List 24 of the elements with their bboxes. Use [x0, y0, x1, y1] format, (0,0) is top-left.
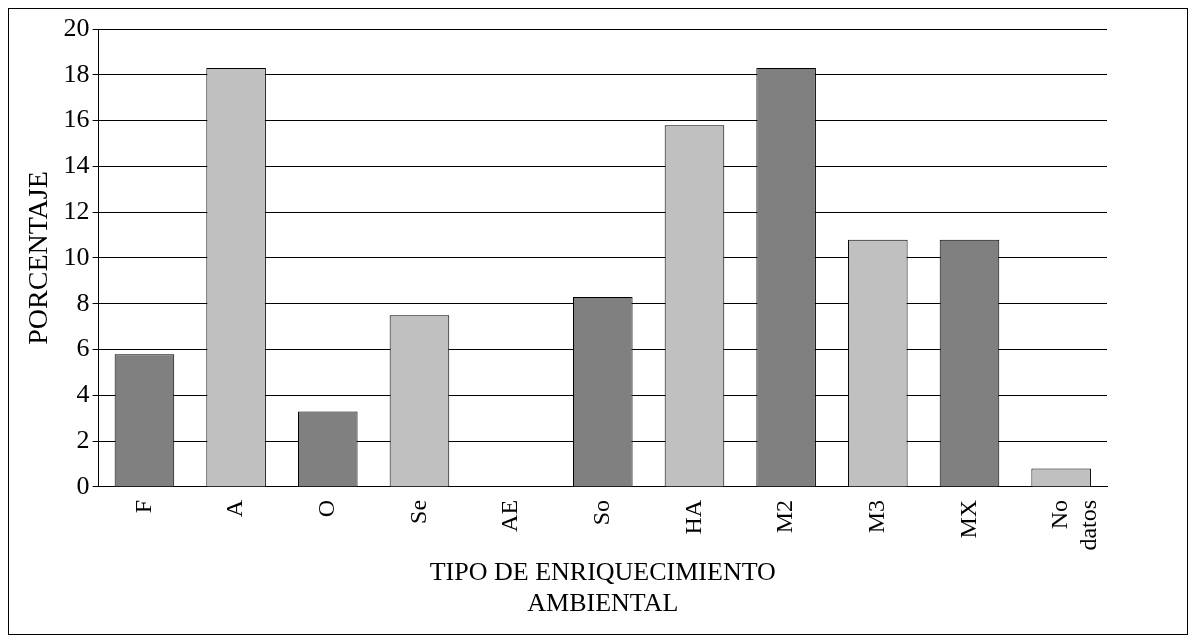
y-tick-label: 14	[63, 150, 90, 180]
y-tick-label: 18	[63, 58, 90, 88]
y-axis-title: PORCENTAJE	[22, 171, 54, 345]
x-tick-label: M3	[863, 499, 890, 534]
y-tick-label: 10	[63, 241, 90, 271]
x-tick-label: A	[221, 499, 248, 518]
y-tick-label: 2	[76, 424, 90, 454]
x-axis-title: TIPO DE ENRIQUECIMIENTO AMBIENTAL	[429, 557, 776, 618]
x-tick-label: O	[313, 499, 340, 518]
x-tick-label: Se	[404, 499, 431, 524]
x-tick-label: M2	[771, 499, 798, 534]
y-tick-label: 8	[76, 287, 90, 317]
y-tick-label: 20	[63, 12, 90, 42]
y-tick-label: 16	[63, 104, 90, 134]
x-tick-label: AE	[496, 499, 523, 532]
x-tick-label: So	[588, 499, 615, 526]
x-tick-label: F	[129, 499, 156, 514]
y-tick-label: 12	[63, 196, 90, 225]
y-tick-label: 0	[76, 470, 90, 500]
x-tick-label: HA	[679, 499, 706, 535]
y-tick-label: 4	[76, 379, 90, 409]
x-tick-label: No datos	[1046, 499, 1102, 551]
x-tick-label: MX	[954, 499, 981, 539]
y-tick-label: 6	[76, 333, 90, 363]
